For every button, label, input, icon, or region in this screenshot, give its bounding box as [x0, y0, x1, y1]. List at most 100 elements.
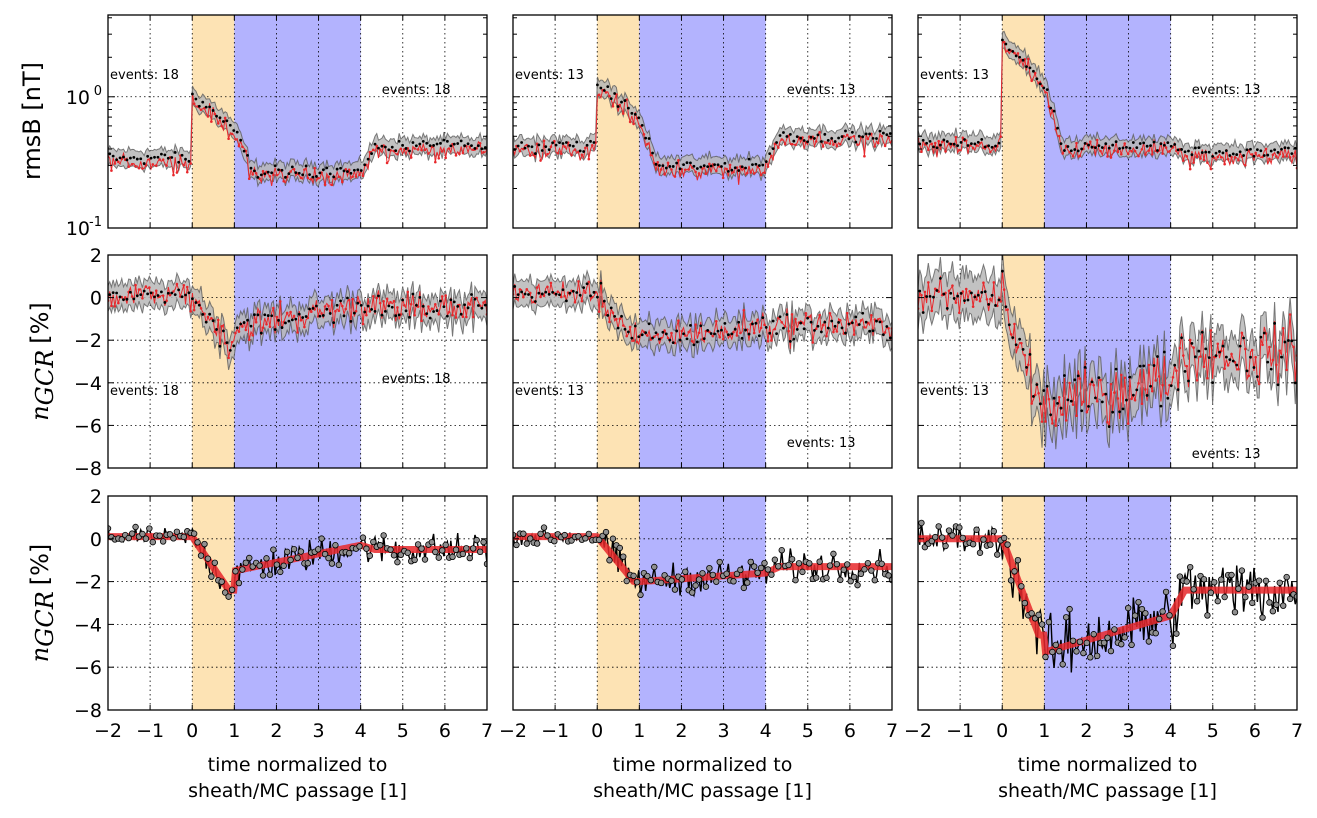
- mean-point: [1190, 153, 1194, 157]
- mean-point: [132, 297, 136, 301]
- median-point: [615, 317, 618, 321]
- y-tick-label: −8: [74, 700, 102, 722]
- median-point: [340, 180, 344, 184]
- median-point: [316, 176, 320, 180]
- observation-point: [699, 570, 706, 577]
- mean-point: [222, 120, 225, 123]
- mean-point: [184, 157, 187, 161]
- mean-point: [533, 152, 537, 155]
- mean-point: [609, 306, 613, 310]
- mean-point: [1004, 42, 1008, 46]
- x-tick-label: −1: [541, 720, 569, 742]
- observation-point: [466, 554, 473, 562]
- observation-point: [428, 538, 436, 546]
- mean-point: [802, 139, 806, 142]
- mean-point: [857, 134, 861, 138]
- mean-point: [976, 140, 980, 144]
- mean-point: [449, 298, 453, 302]
- median-point: [1247, 374, 1251, 378]
- observation-point: [788, 555, 796, 563]
- mean-point: [1087, 143, 1090, 147]
- mean-point: [1197, 349, 1201, 353]
- median-point: [261, 169, 265, 173]
- mean-point: [661, 164, 665, 168]
- mean-point: [342, 169, 346, 173]
- mean-point: [404, 147, 408, 150]
- median-point: [687, 168, 691, 171]
- mean-point: [973, 295, 977, 299]
- mean-point: [1162, 350, 1166, 354]
- median-point: [482, 150, 485, 154]
- median-point: [175, 282, 179, 286]
- median-point: [704, 172, 708, 176]
- mean-point: [377, 294, 380, 298]
- mean-point: [1142, 364, 1146, 368]
- median-point: [825, 334, 828, 338]
- median-point: [454, 316, 458, 319]
- observation-point: [764, 566, 772, 573]
- x-tick-label: 3: [313, 720, 325, 742]
- mean-point: [1235, 153, 1239, 156]
- observation-point: [266, 571, 274, 578]
- mean-point: [630, 111, 634, 115]
- mean-point: [349, 319, 353, 323]
- median-point: [1057, 134, 1061, 138]
- mean-point: [180, 295, 184, 299]
- median-point: [1137, 382, 1140, 385]
- median-point: [385, 161, 389, 165]
- mean-point: [1138, 364, 1142, 368]
- mean-point: [1135, 146, 1139, 150]
- observation-point: [235, 579, 243, 587]
- mean-point: [994, 144, 997, 148]
- median-point: [663, 329, 666, 332]
- y-tick-label: 10: [66, 218, 90, 240]
- median-point: [518, 149, 522, 153]
- median-point: [866, 137, 870, 141]
- median-point: [559, 152, 563, 155]
- median-point: [763, 171, 766, 174]
- observation-point: [878, 560, 885, 567]
- mean-point: [259, 173, 263, 177]
- mean-point: [561, 142, 565, 145]
- mean-point: [277, 168, 280, 172]
- axes-frame: [107, 254, 488, 469]
- median-point: [1168, 150, 1171, 153]
- observation-point: [956, 524, 963, 531]
- observation-point: [987, 541, 994, 548]
- median-point: [1037, 392, 1040, 395]
- median-point: [821, 323, 825, 327]
- observation-point: [232, 568, 239, 575]
- observation-point: [657, 579, 665, 587]
- observation-point: [132, 523, 139, 531]
- median-point: [1006, 308, 1009, 311]
- median-point: [282, 179, 286, 183]
- median-point: [458, 152, 461, 156]
- observation-point: [678, 576, 686, 583]
- median-point: [756, 318, 759, 321]
- mean-point: [466, 306, 470, 310]
- mean-point: [1076, 374, 1080, 378]
- observation-point: [449, 553, 456, 561]
- observation-point: [1004, 541, 1011, 548]
- mean-point: [273, 164, 277, 168]
- median-point: [1140, 402, 1144, 406]
- mean-point: [370, 152, 373, 155]
- median-point: [478, 141, 482, 145]
- mean-point: [452, 142, 456, 146]
- mean-point: [442, 138, 446, 142]
- mean-point: [702, 337, 706, 341]
- mean-point: [1094, 396, 1097, 400]
- median-point: [1157, 375, 1161, 378]
- events-label-left: events: 13: [920, 68, 989, 83]
- median-point: [430, 307, 434, 310]
- median-point: [584, 146, 587, 150]
- mean-point: [609, 97, 613, 101]
- mean-point: [565, 299, 568, 303]
- median-point: [832, 143, 835, 146]
- mean-point: [664, 166, 668, 170]
- median-point: [549, 145, 553, 149]
- observation-point: [616, 544, 624, 552]
- observation-point: [637, 591, 644, 599]
- median-point: [580, 299, 584, 303]
